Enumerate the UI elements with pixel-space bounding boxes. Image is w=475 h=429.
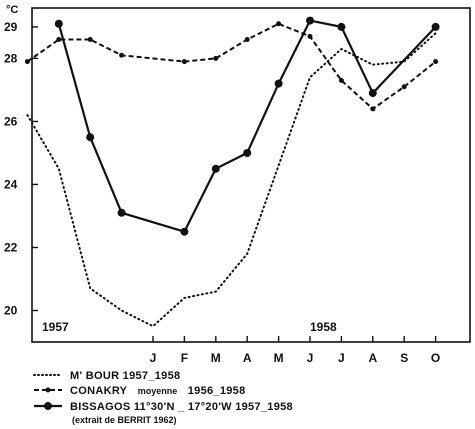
data-point-bissagos: [337, 22, 346, 31]
data-point-conakry: [24, 59, 30, 65]
plot-frame: [31, 7, 471, 343]
data-point-bissagos: [274, 79, 283, 88]
data-point-bissagos: [117, 208, 126, 217]
legend-conakry-note: moyenne: [138, 386, 178, 396]
series-conakry: [24, 21, 439, 112]
data-point-bissagos: [211, 164, 220, 173]
legend-conakry-name: CONAKRY: [70, 385, 128, 397]
legend-marker-conakry: [45, 387, 51, 393]
data-point-bissagos: [86, 133, 95, 142]
series-line-mbour: [26, 32, 437, 328]
y-unit-label: °C: [6, 4, 18, 16]
x-tick-label: A: [368, 351, 377, 365]
x-tick-label: S: [400, 351, 408, 365]
data-point-bissagos: [306, 16, 314, 25]
data-point-conakry: [56, 37, 62, 43]
data-point-conakry: [401, 84, 407, 90]
data-point-conakry: [244, 37, 250, 43]
legend-conakry-years: 1956_1958: [188, 385, 246, 397]
legend-label-bissagos: BISSAGOS 11°30'N _ 17°20'W 1957_1958: [70, 401, 293, 413]
data-point-bissagos: [54, 19, 63, 28]
y-tick-label: 24: [4, 177, 18, 191]
data-point-conakry: [87, 37, 93, 43]
series-layer: [24, 16, 440, 328]
data-point-conakry: [370, 106, 376, 112]
data-point-bissagos: [180, 227, 189, 236]
x-tick-label: J: [307, 351, 314, 365]
series-mbour: [26, 32, 437, 328]
x-tick-label: O: [431, 351, 440, 365]
data-point-conakry: [213, 55, 219, 61]
legend-marker-bissagos: [44, 402, 52, 410]
data-point-conakry: [119, 52, 125, 58]
y-tick-label: 28: [4, 51, 18, 65]
x-tick-label: F: [181, 351, 188, 365]
data-point-conakry: [338, 77, 344, 83]
series-bissagos: [54, 16, 440, 236]
x-tick-label: M: [211, 351, 221, 365]
y-tick-label: 22: [4, 240, 18, 254]
data-point-conakry: [307, 33, 313, 39]
data-point-bissagos: [243, 148, 252, 157]
y-tick-label: 20: [4, 303, 18, 317]
y-tick-label: 26: [4, 114, 18, 128]
data-point-bissagos: [431, 22, 440, 31]
x-tick-label: J: [150, 351, 157, 365]
x-tick-label: A: [243, 351, 252, 365]
y-tick-label: 29: [4, 20, 18, 34]
data-point-conakry: [276, 21, 282, 27]
data-point-bissagos: [368, 89, 377, 98]
year-label-1958: 1958: [310, 320, 337, 334]
data-point-conakry: [433, 59, 439, 65]
year-label-1957: 1957: [42, 320, 69, 334]
legend-label-conakry: CONAKRY moyenne 1956_1958: [70, 381, 246, 398]
data-point-conakry: [181, 59, 187, 65]
x-tick-label: M: [274, 351, 284, 365]
legend: M' BOUR 1957_1958 CONAKRY moyenne 1956_1…: [33, 370, 293, 425]
x-tick-label: J: [338, 351, 345, 365]
axes: °C 20 22 24 26 28 29 J F M A M J J A S O 1957 1958: [4, 4, 471, 365]
legend-label-mbour: M' BOUR 1957_1958: [70, 370, 180, 382]
legend-source-note: (extrait de BERRIT 1962): [72, 415, 177, 425]
